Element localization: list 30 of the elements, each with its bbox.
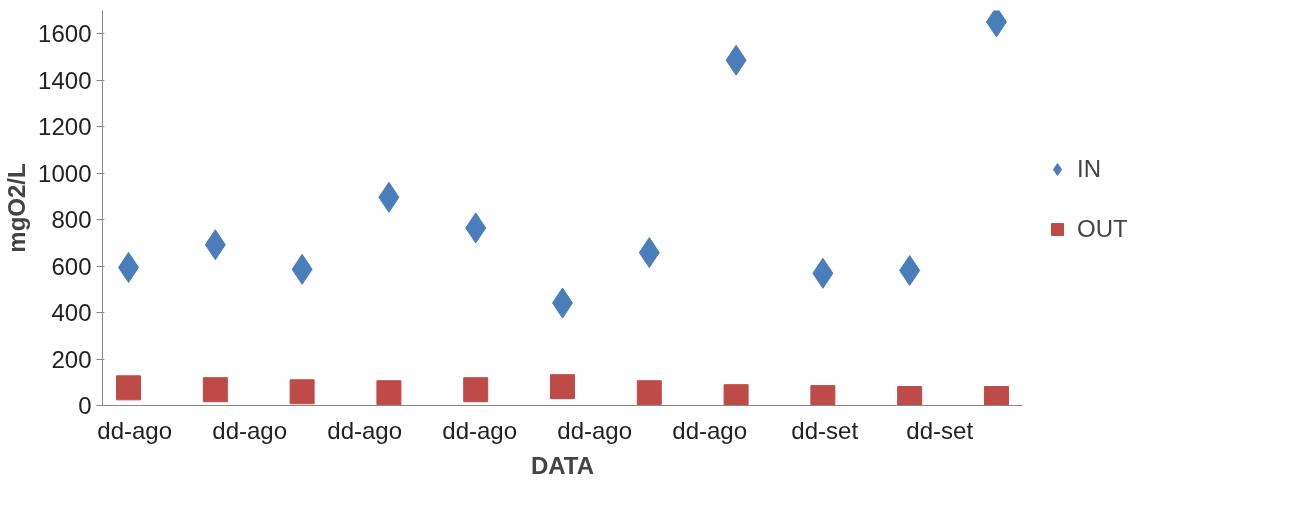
y-tick-label: 1600 — [38, 20, 92, 48]
x-axis-title: DATA — [530, 451, 595, 479]
text: dd-ago — [442, 416, 518, 444]
point — [289, 379, 315, 405]
y-tick-label: 1200 — [38, 113, 92, 141]
y-tick-label: 600 — [51, 252, 92, 280]
point — [723, 384, 749, 406]
point — [202, 377, 228, 403]
text: dd-ago — [212, 416, 288, 444]
text: dd-set — [791, 416, 859, 444]
point — [463, 377, 489, 403]
text: dd-ago — [557, 416, 633, 444]
point — [550, 374, 575, 400]
text: dd-set — [906, 416, 974, 444]
y-tick-label: 400 — [51, 299, 92, 327]
y-tick-label: 1400 — [38, 66, 92, 94]
y-tick-label: 800 — [51, 206, 92, 234]
y-tick-label: 200 — [51, 345, 92, 373]
legend-label: IN — [1077, 155, 1101, 183]
legend-label: OUT — [1077, 215, 1128, 243]
y-axis-title: mgO2/L — [3, 163, 31, 253]
text: dd-ago — [327, 416, 403, 444]
y-tick-label: 1000 — [38, 159, 92, 187]
point — [376, 380, 402, 406]
text: dd-ago — [97, 416, 173, 444]
y-tick-label: 0 — [78, 392, 92, 419]
point — [116, 375, 142, 401]
text: dd-ago — [672, 416, 748, 444]
point — [899, 255, 921, 286]
point — [636, 380, 662, 406]
